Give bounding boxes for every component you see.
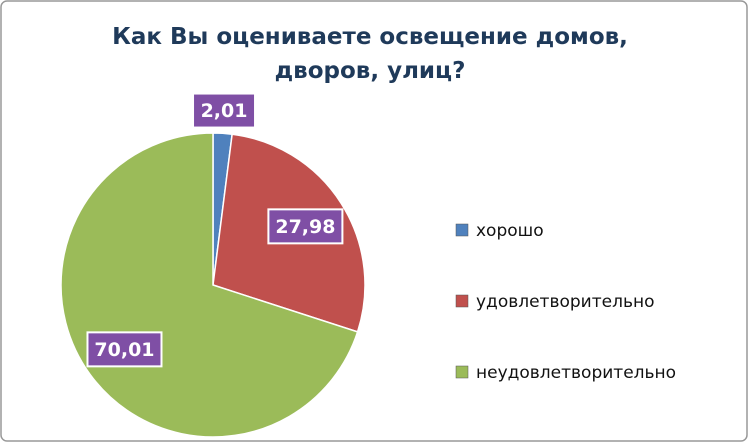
legend-swatch	[455, 223, 469, 237]
legend-swatch	[455, 365, 469, 379]
data-label: 2,01	[201, 100, 248, 122]
data-label-box	[192, 92, 257, 129]
legend-swatch	[455, 294, 469, 308]
data-label-box	[267, 208, 344, 245]
data-label: 27,98	[275, 216, 335, 238]
legend-label: хорошо	[476, 221, 544, 241]
legend-label: удовлетворительно	[476, 292, 654, 312]
chart-title: Как Вы оцениваете освещение домов, дворо…	[112, 24, 628, 84]
legend-label: неудовлетворительно	[476, 363, 676, 383]
data-label-box	[86, 331, 163, 368]
data-label: 70,01	[94, 339, 154, 361]
